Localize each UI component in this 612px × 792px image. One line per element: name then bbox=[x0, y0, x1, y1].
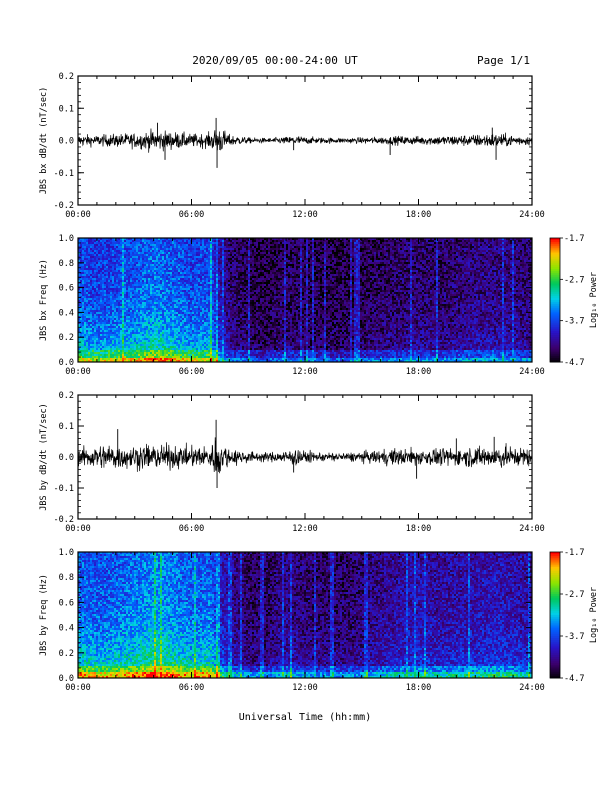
figure-title: 2020/09/05 00:00-24:00 UT bbox=[192, 54, 358, 67]
y-axis-label: JBS by dB/dt (nT/sec) bbox=[39, 403, 49, 510]
colorbar-label: Log₁₀ Power bbox=[589, 587, 599, 643]
x-tick-label: 24:00 bbox=[519, 683, 545, 693]
x-tick-label: 12:00 bbox=[292, 524, 318, 534]
y-tick-label: 0.4 bbox=[59, 308, 74, 318]
x-tick-label: 24:00 bbox=[519, 524, 545, 534]
x-tick-label: 00:00 bbox=[65, 367, 91, 377]
colorbar-tick-label: -1.7 bbox=[564, 234, 584, 244]
x-tick-label: 18:00 bbox=[406, 683, 432, 693]
spectrogram-image bbox=[78, 238, 532, 362]
x-tick-label: 06:00 bbox=[179, 524, 205, 534]
colorbar-tick-label: -3.7 bbox=[564, 317, 584, 327]
x-tick-label: 18:00 bbox=[406, 524, 432, 534]
panel-bx-spectrogram: -1.7 -2.7 -3.7 -4.7 Log₁₀ Power 00:00 06:00 12:… bbox=[39, 234, 599, 377]
x-tick-label: 24:00 bbox=[519, 210, 545, 220]
panel-bx-dbdt: 00:00 06:00 12:00 18:00 24:00 0.2 0.1 0.0 -0.1 -0… bbox=[39, 72, 545, 220]
y-tick-label: 1.0 bbox=[59, 234, 74, 244]
y-tick-label: 0.6 bbox=[59, 598, 74, 608]
colorbar-tick-label: -2.7 bbox=[564, 590, 584, 600]
x-tick-label: 18:00 bbox=[406, 210, 432, 220]
y-axis-label: JBS bx dB/dt (nT/sec) bbox=[39, 87, 49, 194]
colorbar: -1.7 -2.7 -3.7 -4.7 Log₁₀ Power bbox=[550, 548, 599, 684]
y-axis-label: JBS by Freq (Hz) bbox=[39, 574, 49, 656]
panel-by-spectrogram: -1.7 -2.7 -3.7 -4.7 Log₁₀ Power 00:00 06:00 12:… bbox=[39, 548, 599, 693]
x-tick-label: 00:00 bbox=[65, 210, 91, 220]
x-tick-label: 00:00 bbox=[65, 683, 91, 693]
colorbar-tick-label: -4.7 bbox=[564, 358, 584, 368]
y-tick-label: 0.2 bbox=[59, 649, 74, 659]
x-tick-label: 06:00 bbox=[179, 210, 205, 220]
colorbar: -1.7 -2.7 -3.7 -4.7 Log₁₀ Power bbox=[550, 234, 599, 368]
colorbar-label: Log₁₀ Power bbox=[589, 272, 599, 328]
magnetometer-figure: 2020/09/05 00:00-24:00 UT Page 1/1 Unive… bbox=[0, 0, 612, 792]
y-tick-label: -0.2 bbox=[54, 201, 74, 211]
x-tick-label: 12:00 bbox=[292, 367, 318, 377]
x-tick-label: 12:00 bbox=[292, 210, 318, 220]
y-tick-label: 0.0 bbox=[59, 137, 74, 147]
x-tick-label: 00:00 bbox=[65, 524, 91, 534]
y-tick-label: 0.4 bbox=[59, 624, 74, 634]
y-tick-label: 0.1 bbox=[59, 422, 74, 432]
dbdt-trace bbox=[78, 437, 532, 473]
y-tick-label: 0.0 bbox=[59, 453, 74, 463]
y-tick-label: 0.2 bbox=[59, 333, 74, 343]
panel-by-dbdt: 00:00 06:00 12:00 18:00 24:00 0.2 0.1 0.0 -0.1 -0… bbox=[39, 391, 545, 534]
dbdt-trace bbox=[78, 129, 532, 153]
x-tick-label: 06:00 bbox=[179, 683, 205, 693]
y-tick-label: 0.8 bbox=[59, 573, 74, 583]
page-indicator: Page 1/1 bbox=[477, 54, 530, 67]
y-tick-label: 0.0 bbox=[59, 674, 74, 684]
y-tick-label: 0.0 bbox=[59, 358, 74, 368]
y-tick-label: 1.0 bbox=[59, 548, 74, 558]
y-tick-label: -0.1 bbox=[54, 169, 74, 179]
y-tick-label: 0.1 bbox=[59, 104, 74, 114]
y-tick-label: 0.2 bbox=[59, 391, 74, 401]
colorbar-tick-label: -3.7 bbox=[564, 632, 584, 642]
y-tick-label: 0.2 bbox=[59, 72, 74, 82]
colorbar-tick-label: -2.7 bbox=[564, 275, 584, 285]
x-tick-label: 24:00 bbox=[519, 367, 545, 377]
y-axis-label: JBS bx Freq (Hz) bbox=[39, 259, 49, 341]
y-tick-label: 0.6 bbox=[59, 284, 74, 294]
spectrogram-image bbox=[78, 552, 532, 678]
y-tick-label: -0.2 bbox=[54, 515, 74, 525]
colorbar-tick-label: -4.7 bbox=[564, 674, 584, 684]
colorbar-tick-label: -1.7 bbox=[564, 548, 584, 558]
x-tick-label: 12:00 bbox=[292, 683, 318, 693]
y-tick-label: -0.1 bbox=[54, 484, 74, 494]
x-axis-label: Universal Time (hh:mm) bbox=[239, 712, 371, 723]
x-tick-label: 18:00 bbox=[406, 367, 432, 377]
y-tick-label: 0.8 bbox=[59, 259, 74, 269]
x-tick-label: 06:00 bbox=[179, 367, 205, 377]
